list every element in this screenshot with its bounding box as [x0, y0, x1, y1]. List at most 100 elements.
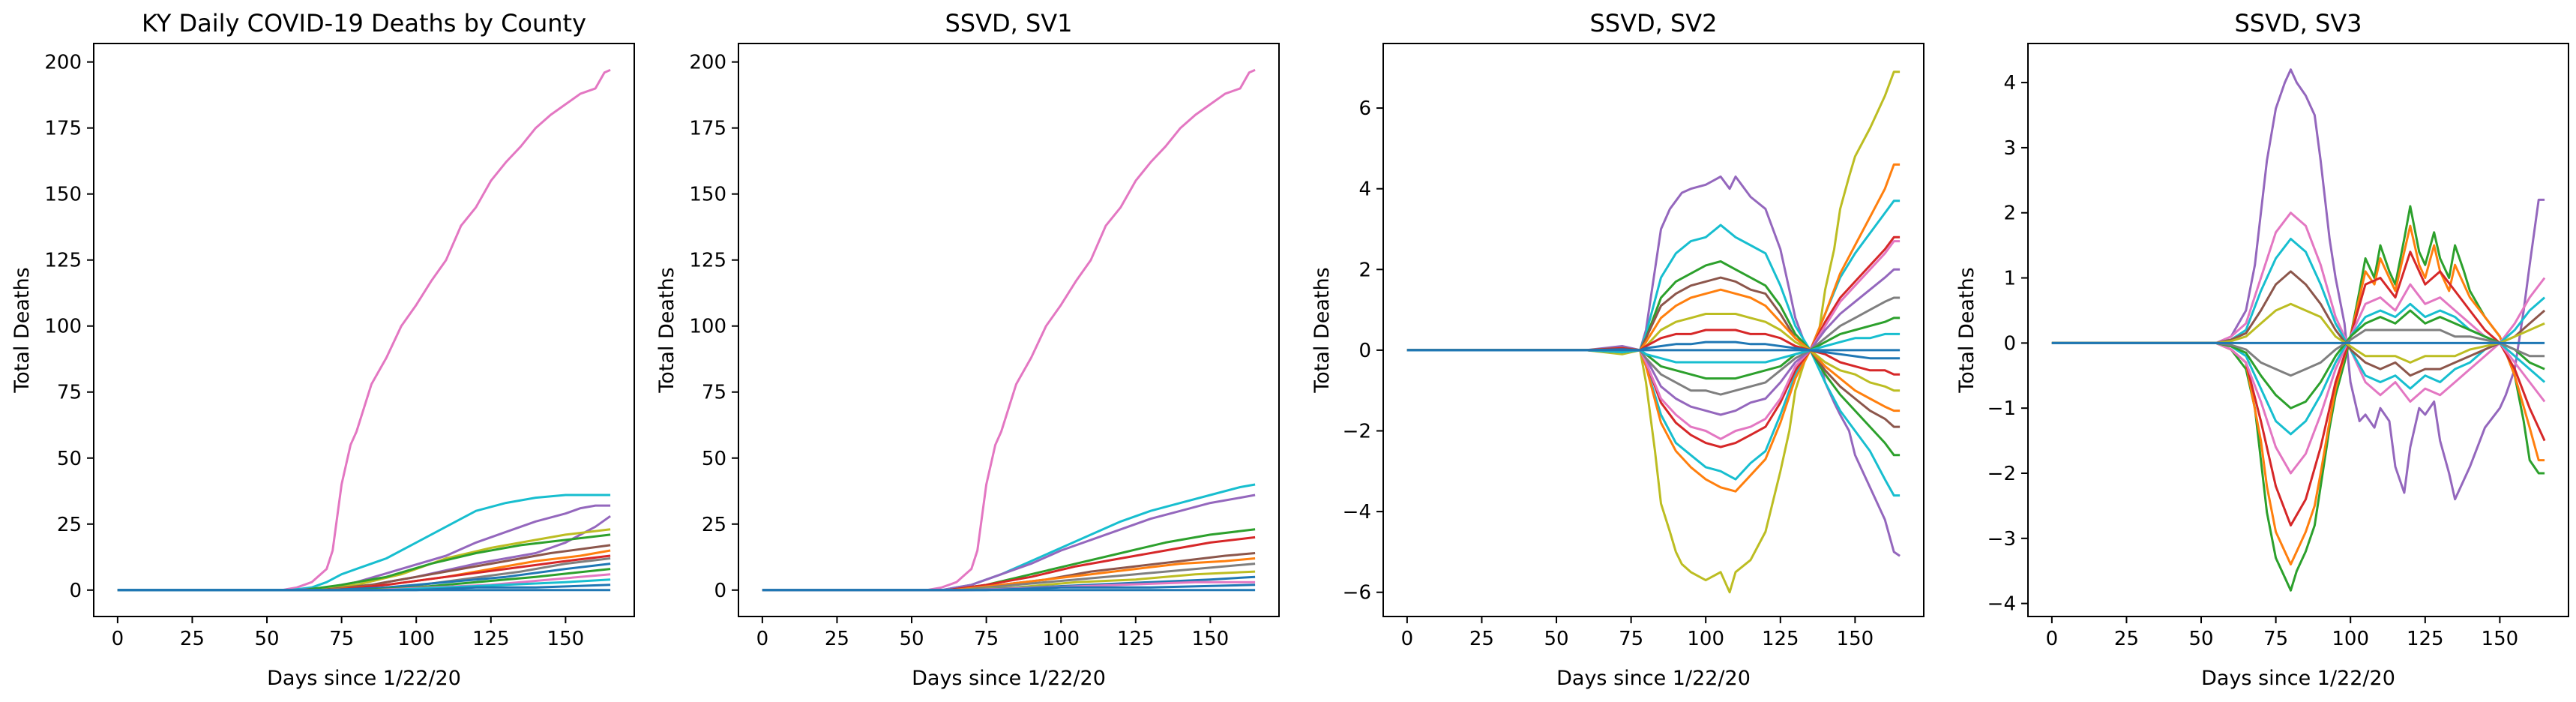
series-line-16 [1406, 332, 1901, 364]
x-tick-label: 125 [472, 628, 510, 650]
x-tick-label: 100 [2332, 628, 2369, 650]
series-line-2 [117, 494, 611, 592]
x-tick-label: 150 [1837, 628, 1874, 650]
series-line-12 [2051, 328, 2545, 377]
y-tick-label: 4 [2003, 72, 2016, 94]
x-tick-label: 50 [1544, 628, 1568, 650]
series-line-6 [1406, 163, 1901, 493]
y-axis-label: Total Deaths [655, 267, 678, 393]
series-line-3 [2051, 224, 2545, 566]
series-line-8 [1406, 240, 1901, 440]
series-line-15 [1406, 328, 1901, 376]
y-tick-label: 2 [2003, 202, 2016, 225]
series-line-3 [762, 494, 1256, 592]
x-axis-label: Days since 1/22/20 [267, 667, 461, 690]
x-tick-label: 125 [1117, 628, 1155, 650]
axes-frame [2027, 43, 2569, 617]
x-tick-label: 25 [825, 628, 849, 650]
y-tick-label: −3 [1987, 528, 2016, 550]
y-tick-label: 2 [1358, 259, 1371, 281]
y-tick-label: 1 [2003, 268, 2016, 290]
plot-area [762, 68, 1256, 592]
chart-title: KY Daily COVID-19 Deaths by County [142, 9, 586, 38]
series-line-9 [2051, 270, 2546, 377]
series-line-12 [1406, 296, 1901, 396]
y-tick-label: 150 [44, 184, 82, 206]
x-tick-label: 0 [756, 628, 769, 650]
x-tick-label: 125 [2407, 628, 2444, 650]
x-axis-label: Days since 1/22/20 [1556, 667, 1751, 690]
y-tick-label: 175 [44, 118, 82, 140]
x-tick-label: 100 [1687, 628, 1724, 650]
series-line-1 [2051, 68, 2545, 501]
x-tick-label: 125 [1762, 628, 1799, 650]
y-tick-label: −1 [1987, 398, 2016, 420]
x-tick-label: 150 [2482, 628, 2519, 650]
x-tick-label: 75 [2263, 628, 2288, 650]
series-line-9 [1406, 276, 1901, 428]
axes-frame [1382, 43, 1925, 617]
series-line-1 [117, 68, 611, 592]
series-line-5 [2051, 212, 2546, 403]
subplot-3: SSVD, SV2 Days since 1/22/20 Total Death… [1310, 9, 1925, 690]
series-line-1 [762, 68, 1256, 592]
y-tick-label: 25 [702, 514, 726, 536]
series-line-1 [1406, 176, 1901, 557]
x-axis-label: Days since 1/22/20 [912, 667, 1106, 690]
chart-title: SSVD, SV2 [1589, 9, 1717, 38]
x-tick-label: 100 [397, 628, 435, 650]
y-axis-label: Total Deaths [1310, 267, 1334, 393]
x-tick-label: 25 [1469, 628, 1494, 650]
y-tick-label: 75 [57, 382, 82, 404]
x-tick-label: 100 [1042, 628, 1080, 650]
x-axis-label: Days since 1/22/20 [2201, 667, 2395, 690]
y-tick-label: 0 [1358, 340, 1371, 362]
series-line-3 [1406, 224, 1901, 497]
series-line-2 [1406, 70, 1901, 594]
x-tick-label: 150 [1192, 628, 1230, 650]
series-line-4 [2051, 250, 2546, 526]
y-tick-label: 3 [2003, 137, 2016, 160]
subplot-4: SSVD, SV3 Days since 1/22/20 Total Death… [1955, 9, 2569, 690]
y-tick-label: 200 [44, 52, 82, 74]
x-tick-label: 75 [329, 628, 354, 650]
y-tick-label: 175 [689, 118, 726, 140]
series-line-17 [1406, 340, 1901, 360]
y-tick-label: 25 [57, 514, 82, 536]
plot-area [2051, 68, 2546, 592]
y-tick-label: −2 [1987, 463, 2016, 485]
x-tick-label: 25 [180, 628, 205, 650]
y-tick-label: 4 [1358, 178, 1371, 201]
chart-title: SSVD, SV1 [945, 9, 1072, 38]
series-line-11 [1406, 288, 1901, 412]
y-axis-label: Total Deaths [1955, 267, 1978, 393]
y-tick-label: −2 [1343, 421, 1371, 443]
series-line-11 [2051, 302, 2545, 364]
x-tick-label: 0 [1401, 628, 1414, 650]
y-tick-label: 100 [689, 316, 726, 338]
series-line-2 [2051, 205, 2545, 592]
y-tick-label: 0 [69, 580, 82, 602]
y-tick-label: 0 [714, 580, 726, 602]
y-tick-label: 6 [1358, 98, 1371, 120]
x-tick-label: 150 [547, 628, 585, 650]
plot-area [117, 68, 611, 592]
y-tick-label: −6 [1343, 582, 1371, 604]
axes-frame [738, 43, 1280, 617]
y-tick-label: −4 [1343, 501, 1371, 524]
subplot-1: KY Daily COVID-19 Deaths by County Days … [10, 9, 635, 690]
x-tick-label: 75 [974, 628, 999, 650]
series-line-10 [2051, 309, 2545, 410]
x-tick-label: 50 [899, 628, 924, 650]
subplot-2: SSVD, SV1 Days since 1/22/20 Total Death… [655, 9, 1280, 690]
plot-area [1406, 70, 1901, 594]
y-tick-label: 150 [689, 184, 726, 206]
x-tick-label: 0 [112, 628, 124, 650]
y-tick-label: 50 [57, 448, 82, 470]
y-tick-label: −4 [1987, 593, 2016, 616]
y-tick-label: 100 [44, 316, 82, 338]
series-line-6 [117, 533, 611, 592]
y-axis-label: Total Deaths [10, 267, 34, 393]
